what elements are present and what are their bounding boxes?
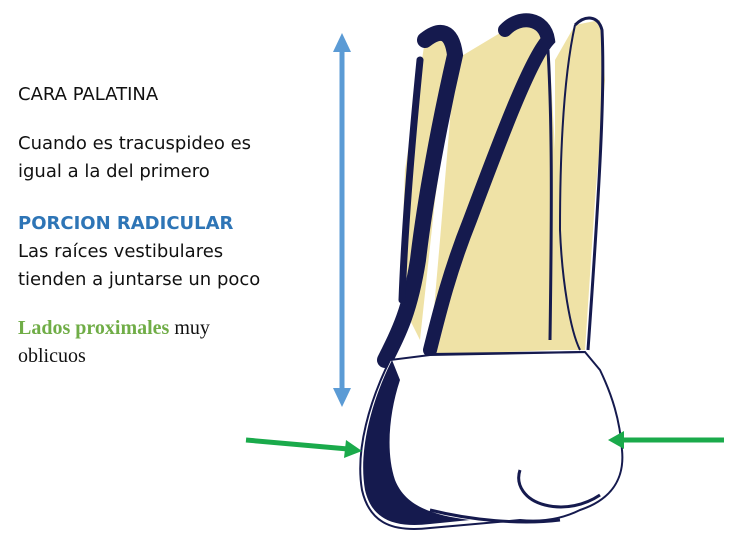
tooth-roots bbox=[377, 13, 605, 368]
proximal-note-line-1: Lados proximales muy bbox=[18, 314, 318, 342]
text-panel: CARA PALATINA Cuando es tracuspideo es i… bbox=[18, 84, 318, 370]
note-rest: muy bbox=[169, 317, 210, 339]
root-fill bbox=[555, 20, 605, 350]
root-outline-palatal bbox=[377, 25, 464, 368]
note-highlight: Lados proximales bbox=[18, 317, 170, 339]
root-outline-right-inner bbox=[558, 24, 581, 351]
crown-bottom-detail bbox=[517, 469, 601, 509]
cervical-line bbox=[429, 351, 586, 355]
root-outline-left bbox=[398, 56, 424, 304]
crown-base-line bbox=[429, 508, 561, 524]
root-outline-right bbox=[573, 16, 605, 351]
proximal-note: Lados proximales muy oblicuos bbox=[18, 314, 318, 370]
section-line-1: Las raíces vestibulares bbox=[18, 241, 224, 262]
crown-shadow-left bbox=[363, 360, 470, 525]
root-fill bbox=[430, 20, 555, 355]
root-outline-center bbox=[423, 13, 556, 357]
double-arrow-vertical-icon bbox=[333, 33, 351, 407]
root-outline-inner bbox=[546, 49, 553, 341]
arrow-right-icon bbox=[245, 437, 362, 458]
crown-outline bbox=[359, 350, 624, 530]
tooth-crown bbox=[359, 350, 624, 530]
description-line-1: Cuando es tracuspideo es bbox=[18, 133, 252, 154]
section-title: PORCION RADICULAR bbox=[18, 213, 234, 234]
arrow-left-icon bbox=[608, 431, 724, 449]
heading: CARA PALATINA bbox=[18, 84, 159, 105]
description-line-2: igual a la del primero bbox=[18, 161, 210, 182]
section-line-2: tienden a juntarse un poco bbox=[18, 269, 261, 290]
proximal-note-line-2: oblicuos bbox=[18, 345, 86, 367]
